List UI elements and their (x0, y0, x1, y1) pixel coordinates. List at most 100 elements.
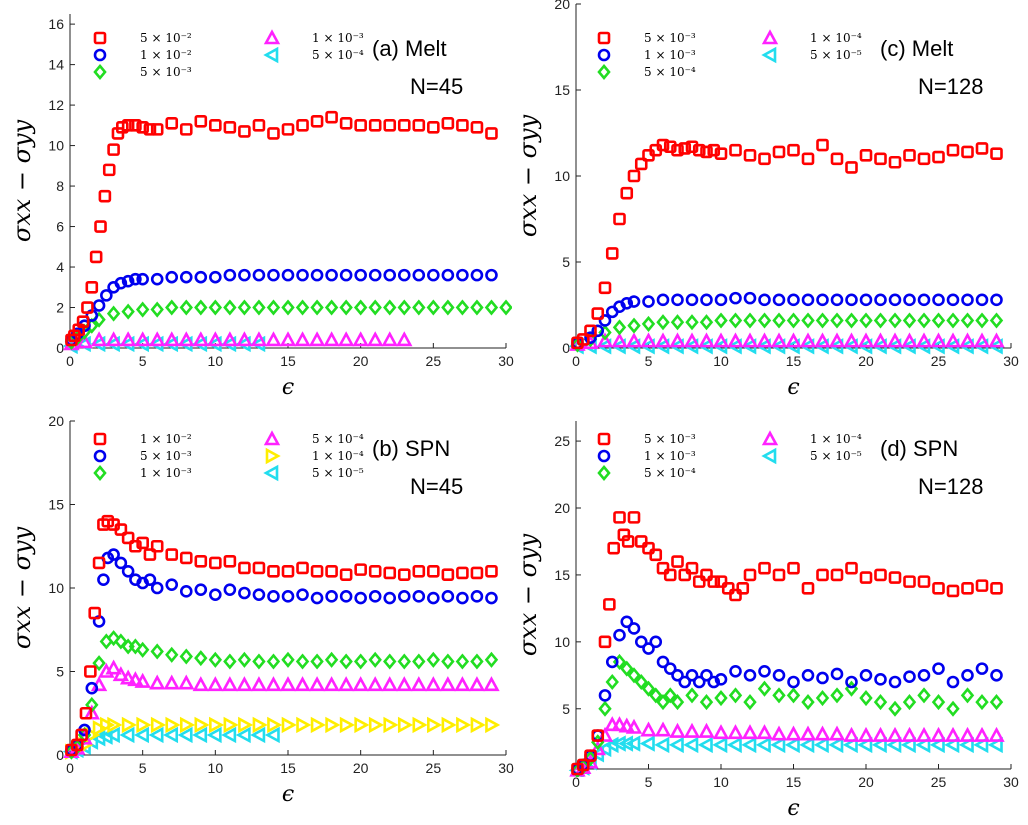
data-point (620, 615, 634, 629)
data-point (671, 555, 684, 568)
legend-marker (93, 31, 107, 45)
data-point (874, 673, 887, 686)
data-point (842, 736, 858, 754)
data-point (642, 295, 655, 308)
data-point (656, 293, 670, 307)
data-point (903, 575, 916, 588)
chart-panel-2: 0 5 10 15 20 25 30 0 5 10 15 20 ϵ σxx − σyy 5 × 10⁻³ 1 … (514, 0, 1019, 400)
data-point (888, 155, 902, 169)
data-point (741, 724, 759, 740)
data-point (886, 332, 904, 348)
legend-marker (265, 447, 281, 465)
data-point (470, 299, 484, 316)
data-point (114, 556, 128, 570)
data-point (383, 119, 397, 132)
data-point (678, 142, 692, 155)
data-point (642, 642, 655, 655)
data-point (707, 575, 721, 588)
data-point (485, 268, 498, 282)
data-point (785, 332, 802, 348)
data-point (613, 511, 626, 524)
data-point (281, 268, 295, 282)
data-point (150, 716, 166, 734)
data-point (209, 716, 225, 734)
legend-marker (761, 29, 779, 45)
data-point (354, 563, 367, 576)
data-point (728, 312, 743, 329)
data-point (107, 716, 123, 734)
data-point (165, 117, 179, 130)
data-point (931, 694, 946, 711)
data-point (799, 736, 815, 754)
data-point (874, 568, 887, 582)
data-point (352, 676, 369, 692)
data-point (989, 694, 1004, 711)
y-axis-label: σxx − σyy (8, 119, 36, 242)
x-tick-label: 25 (426, 353, 442, 369)
x-tick-label: 0 (66, 760, 74, 776)
data-point (483, 676, 500, 692)
data-point (296, 716, 312, 734)
legend-entry: 1 × 10⁻³ (644, 449, 696, 463)
data-point (352, 331, 369, 347)
legend-marker (597, 449, 611, 463)
data-point (669, 332, 686, 348)
x-tick-label: 0 (572, 774, 580, 790)
data-point (932, 293, 945, 307)
data-point (412, 590, 426, 603)
data-point (758, 152, 771, 166)
data-point (625, 718, 643, 734)
data-point (640, 721, 657, 737)
data-point (75, 728, 88, 742)
data-point (917, 669, 931, 682)
legend-entry: 5 × 10⁻⁴ (644, 466, 696, 480)
data-point (441, 268, 455, 282)
data-point (383, 299, 397, 316)
data-point (685, 687, 699, 704)
data-point (85, 681, 99, 695)
data-point (121, 274, 135, 288)
data-point (129, 539, 142, 553)
data-point (209, 588, 222, 601)
data-point (165, 299, 179, 316)
data-point (743, 149, 757, 162)
data-point (874, 293, 887, 307)
data-point (114, 523, 128, 536)
data-point (427, 716, 443, 734)
data-point (279, 331, 297, 347)
data-point (105, 659, 122, 675)
data-point (427, 564, 440, 578)
data-point (772, 687, 786, 704)
data-point (296, 561, 309, 575)
data-point (786, 687, 801, 704)
data-point (743, 291, 757, 305)
data-point (163, 674, 180, 690)
data-point (90, 331, 108, 347)
data-point (620, 186, 634, 200)
data-point (92, 655, 106, 672)
y-tick-label: 10 (554, 168, 570, 184)
data-point (106, 305, 121, 322)
panel-annotation: N=128 (918, 74, 983, 99)
data-point (743, 669, 757, 682)
data-point (591, 324, 605, 338)
data-point (250, 726, 266, 744)
legend-entry: 1 × 10⁻³ (140, 466, 192, 480)
data-point (121, 119, 135, 132)
data-point (396, 676, 413, 692)
data-point (98, 189, 112, 203)
data-point (959, 726, 976, 742)
plot-area (568, 511, 1005, 777)
data-point (150, 581, 164, 595)
data-point (656, 314, 670, 331)
data-point (281, 651, 295, 668)
data-point (685, 140, 699, 154)
series-triangle-up (63, 659, 500, 758)
data-point (383, 653, 397, 670)
y-tick-label: 5 (56, 664, 64, 680)
data-point (412, 119, 426, 132)
data-point (353, 299, 368, 316)
data-point (975, 579, 989, 592)
data-point (468, 676, 486, 692)
data-point (900, 736, 916, 754)
